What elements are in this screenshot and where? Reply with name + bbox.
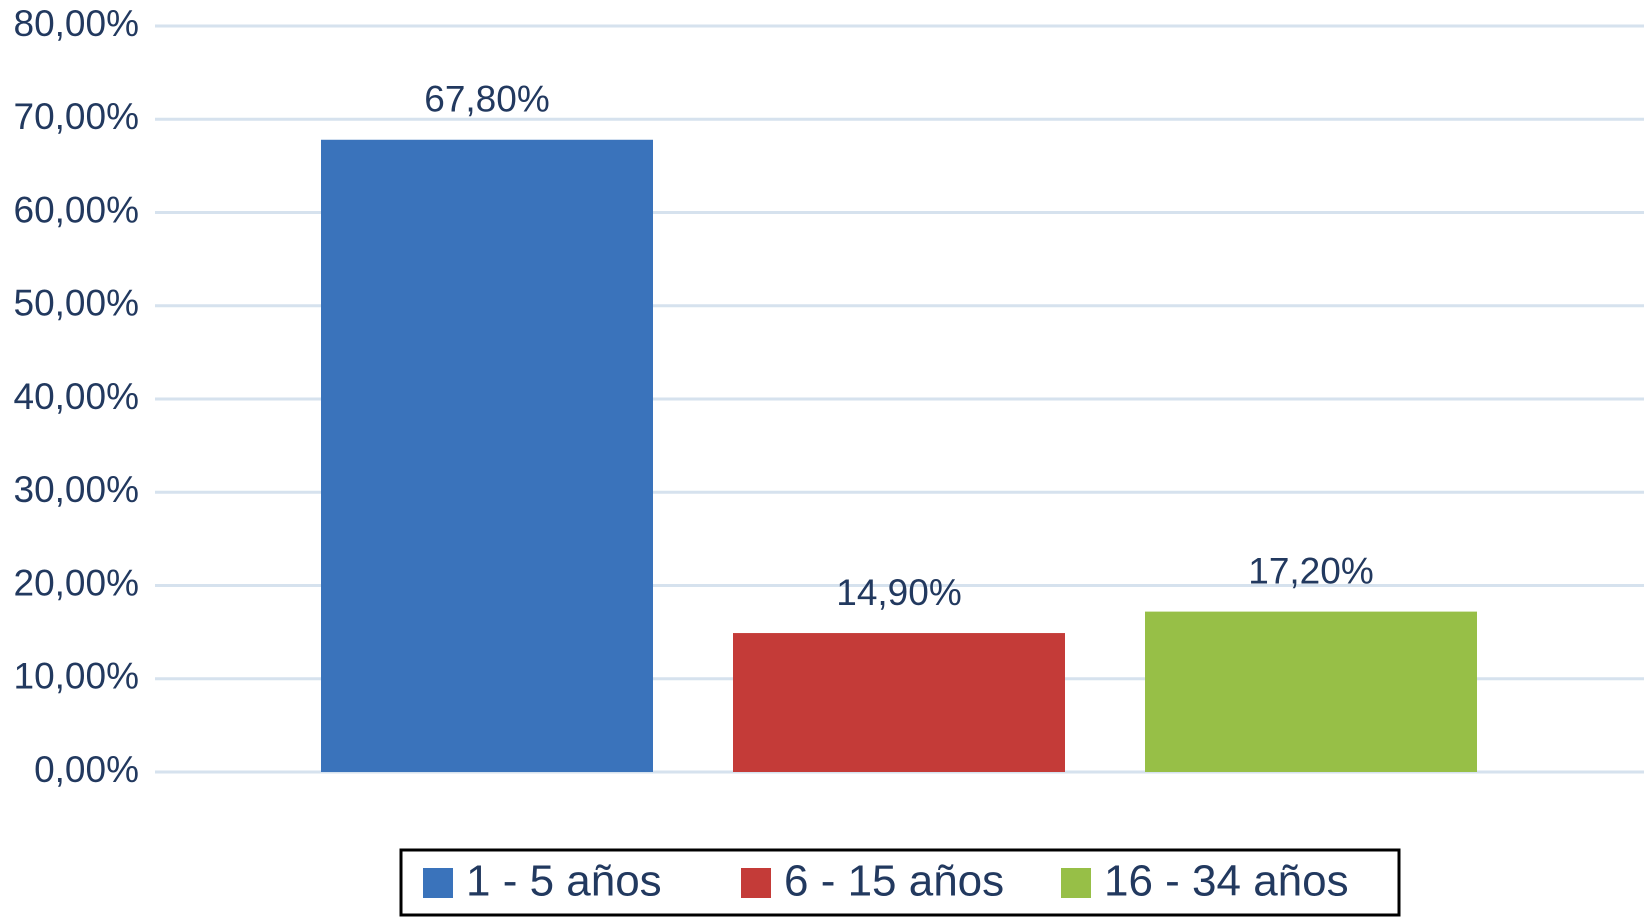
bar (321, 139, 653, 772)
y-tick-label: 30,00% (14, 469, 140, 510)
legend-swatch (741, 868, 771, 898)
y-tick-label: 20,00% (14, 562, 140, 603)
value-label: 17,20% (1248, 550, 1374, 591)
value-label: 14,90% (836, 572, 962, 613)
bar (1145, 611, 1477, 772)
y-tick-label: 40,00% (14, 376, 140, 417)
y-tick-label: 60,00% (14, 189, 140, 230)
legend-swatch (423, 868, 453, 898)
legend-label: 6 - 15 años (784, 857, 1004, 906)
bar (733, 633, 1065, 772)
y-tick-label: 80,00% (14, 3, 140, 44)
y-tick-label: 0,00% (34, 749, 139, 790)
legend-swatch (1061, 868, 1091, 898)
y-tick-label: 10,00% (14, 656, 140, 697)
value-label: 67,80% (424, 79, 550, 120)
y-tick-label: 70,00% (14, 96, 140, 137)
legend-box (399, 848, 1401, 917)
y-tick-label: 50,00% (14, 283, 140, 324)
legend-label: 1 - 5 años (466, 857, 662, 906)
legend-label: 16 - 34 años (1104, 857, 1349, 906)
